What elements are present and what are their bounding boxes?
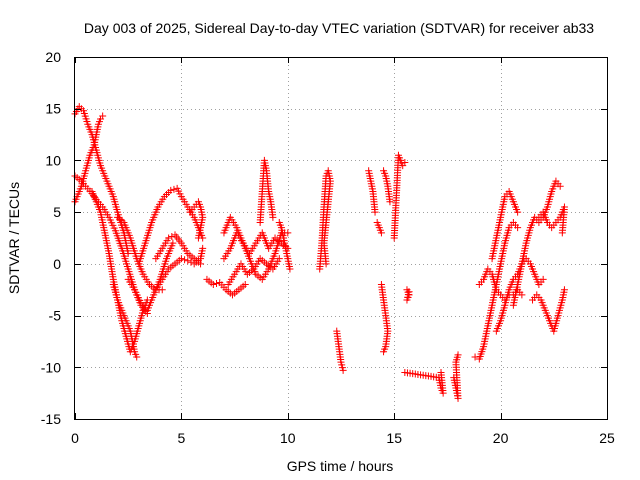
data-point	[158, 286, 166, 294]
data-point	[560, 286, 568, 294]
data-point	[167, 186, 175, 194]
y-tick-label: -15	[41, 411, 61, 427]
y-tick-label: 20	[45, 49, 61, 65]
data-point	[339, 366, 347, 374]
data-point	[556, 182, 564, 190]
data-point	[371, 208, 379, 216]
data-point	[518, 291, 526, 299]
plot-frame	[74, 57, 608, 420]
data-point	[286, 265, 294, 273]
data-point	[199, 244, 207, 252]
data-point	[168, 232, 176, 240]
data-point	[405, 288, 413, 296]
data-point	[99, 112, 107, 120]
data-point	[401, 158, 409, 166]
data-point	[454, 351, 462, 359]
data-point	[269, 213, 277, 221]
data-point	[184, 257, 192, 265]
data-point	[194, 234, 202, 242]
data-point	[437, 368, 445, 376]
y-tick-label: 5	[53, 204, 61, 220]
data-point	[165, 234, 173, 242]
axis-ticks	[75, 57, 608, 420]
data-point	[177, 255, 185, 263]
y-tick-label: -5	[49, 308, 62, 324]
x-axis-label: GPS time / hours	[287, 458, 394, 474]
data-point	[181, 256, 189, 264]
data-point	[514, 224, 522, 232]
data-point	[322, 260, 330, 268]
y-tick-label: -10	[41, 359, 61, 375]
x-tick-labels: 0 5 10 15 20 25	[71, 430, 615, 446]
x-tick-label: 25	[599, 430, 615, 446]
x-tick-label: 0	[71, 430, 79, 446]
data-point	[209, 281, 217, 289]
data-point	[275, 255, 283, 263]
data-points	[71, 103, 568, 402]
chart-title: Day 003 of 2025, Sidereal Day-to-day VTE…	[84, 20, 594, 36]
data-point	[539, 275, 547, 283]
data-point	[213, 280, 221, 288]
data-point	[133, 353, 141, 361]
data-point	[558, 229, 566, 237]
y-axis-label: SDTVAR / TECUs	[6, 182, 22, 294]
data-point	[380, 348, 388, 356]
data-point	[241, 281, 249, 289]
y-tick-label: 15	[45, 101, 61, 117]
data-point	[386, 198, 394, 206]
data-point	[377, 229, 385, 237]
y-tick-labels: -15 -10 -5 0 5 10 15 20	[41, 49, 61, 427]
x-tick-label: 5	[178, 430, 186, 446]
data-point	[514, 208, 522, 216]
y-tick-label: 10	[45, 152, 61, 168]
x-tick-label: 15	[386, 430, 402, 446]
data-point	[169, 239, 177, 247]
y-tick-label: 0	[53, 256, 61, 272]
x-tick-label: 20	[493, 430, 509, 446]
x-tick-label: 10	[280, 430, 296, 446]
data-point	[170, 185, 178, 193]
